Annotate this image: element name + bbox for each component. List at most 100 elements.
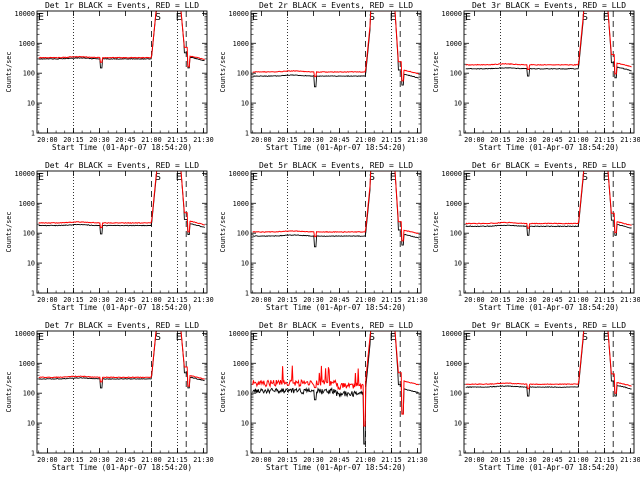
x-tick-label: 21:15 bbox=[381, 296, 401, 304]
marker-start: S bbox=[369, 172, 375, 183]
panel-det-9r: Det 9r BLACK = Events, RED = LLD Counts/s… bbox=[432, 321, 640, 472]
series-lld-line bbox=[465, 331, 632, 394]
x-tick-label: 21:30 bbox=[193, 296, 213, 304]
plot-frame bbox=[463, 170, 635, 294]
plot-frame bbox=[250, 330, 422, 454]
x-tick-label: 21:30 bbox=[620, 136, 640, 144]
y-tick-label: 100 bbox=[23, 230, 35, 238]
y-axis-label: Counts/sec bbox=[219, 372, 227, 413]
x-tick-label: 21:15 bbox=[167, 296, 187, 304]
panel-det-1r: Det 1r BLACK = Events, RED = LLD Counts/s… bbox=[5, 1, 214, 152]
panel-det-7r: Det 7r BLACK = Events, RED = LLD Counts/s… bbox=[5, 321, 214, 472]
x-tick-label: 20:45 bbox=[542, 136, 562, 144]
x-axis-label: Start Time (01-Apr-07 18:54:20) bbox=[479, 303, 619, 312]
x-axis-label: Start Time (01-Apr-07 18:54:20) bbox=[479, 143, 619, 152]
y-tick-label: 1000 bbox=[233, 200, 249, 208]
x-tick-label: 20:45 bbox=[115, 456, 135, 464]
panel-title: Det 1r BLACK = Events, RED = LLD bbox=[45, 1, 199, 10]
y-tick-label: 100 bbox=[23, 390, 35, 398]
panel-det-4r: Det 4r BLACK = Events, RED = LLD Counts/s… bbox=[5, 161, 214, 312]
plot-frame bbox=[250, 10, 422, 134]
plot-frame bbox=[36, 10, 208, 134]
series-lld-line bbox=[38, 171, 205, 233]
y-tick-label: 1 bbox=[31, 450, 35, 458]
panel-det-3r: Det 3r BLACK = Events, RED = LLD Counts/s… bbox=[432, 1, 640, 152]
y-axis-label: Counts/sec bbox=[432, 212, 440, 253]
y-tick-label: 10000 bbox=[442, 330, 462, 338]
x-tick-label: 20:15 bbox=[490, 296, 510, 304]
series-lld-line bbox=[252, 331, 419, 427]
x-tick-label: 20:45 bbox=[115, 136, 135, 144]
marker-start: S bbox=[369, 332, 375, 343]
panel-det-6r: Det 6r BLACK = Events, RED = LLD Counts/s… bbox=[432, 161, 640, 312]
marker-start: S bbox=[582, 332, 588, 343]
marker-end: E bbox=[390, 172, 396, 183]
y-tick-label: 1 bbox=[458, 290, 462, 298]
panel-title: Det 3r BLACK = Events, RED = LLD bbox=[472, 1, 626, 10]
y-tick-label: 100 bbox=[23, 70, 35, 78]
x-tick-label: 20:15 bbox=[63, 136, 83, 144]
x-tick-label: 20:30 bbox=[303, 296, 323, 304]
marker-start: S bbox=[582, 12, 588, 23]
x-tick-label: 21:00 bbox=[141, 296, 161, 304]
y-tick-label: 100 bbox=[450, 390, 462, 398]
x-tick-label: 21:15 bbox=[167, 136, 187, 144]
plot-frame bbox=[463, 10, 635, 134]
x-axis-label: Start Time (01-Apr-07 18:54:20) bbox=[52, 303, 192, 312]
panel-title: Det 8r BLACK = Events, RED = LLD bbox=[259, 321, 413, 330]
x-tick-label: 21:15 bbox=[381, 456, 401, 464]
x-axis-label: Start Time (01-Apr-07 18:54:20) bbox=[52, 463, 192, 472]
y-tick-label: 1 bbox=[245, 130, 249, 138]
x-tick-label: 21:30 bbox=[193, 456, 213, 464]
marker-end-left: E bbox=[252, 332, 258, 343]
x-axis-label: Start Time (01-Apr-07 18:54:20) bbox=[266, 463, 406, 472]
panel-title: Det 9r BLACK = Events, RED = LLD bbox=[472, 321, 626, 330]
y-tick-label: 10000 bbox=[15, 10, 35, 18]
x-tick-label: 21:00 bbox=[141, 456, 161, 464]
marker-end-left: E bbox=[465, 12, 471, 23]
panel-det-2r: Det 2r BLACK = Events, RED = LLD Counts/s… bbox=[219, 1, 428, 152]
x-tick-label: 20:30 bbox=[89, 456, 109, 464]
y-axis-label: Counts/sec bbox=[219, 212, 227, 253]
y-tick-label: 1000 bbox=[19, 40, 35, 48]
marker-end: E bbox=[603, 172, 609, 183]
y-tick-label: 1 bbox=[31, 130, 35, 138]
marker-end-left: E bbox=[38, 332, 44, 343]
y-tick-label: 1000 bbox=[446, 40, 462, 48]
y-tick-label: 100 bbox=[237, 390, 249, 398]
x-tick-label: 20:00 bbox=[464, 456, 484, 464]
x-tick-label: 20:30 bbox=[303, 136, 323, 144]
series-events-line bbox=[38, 171, 205, 236]
marker-end-left: E bbox=[465, 332, 471, 343]
y-tick-label: 1000 bbox=[233, 360, 249, 368]
marker-start: S bbox=[582, 172, 588, 183]
marker-end-left: E bbox=[38, 172, 44, 183]
x-tick-label: 21:30 bbox=[407, 456, 427, 464]
series-events-line bbox=[465, 331, 632, 397]
y-tick-label: 10 bbox=[241, 420, 249, 428]
panel-title: Det 6r BLACK = Events, RED = LLD bbox=[472, 161, 626, 170]
series-lld-line bbox=[38, 331, 205, 387]
x-tick-label: 20:15 bbox=[277, 456, 297, 464]
plot-frame bbox=[250, 170, 422, 294]
y-tick-label: 10000 bbox=[15, 170, 35, 178]
panel-det-5r: Det 5r BLACK = Events, RED = LLD Counts/s… bbox=[219, 161, 428, 312]
x-tick-label: 20:00 bbox=[251, 296, 271, 304]
x-axis-label: Start Time (01-Apr-07 18:54:20) bbox=[52, 143, 192, 152]
x-tick-label: 21:15 bbox=[594, 296, 614, 304]
marker-end: E bbox=[603, 332, 609, 343]
y-tick-label: 10 bbox=[454, 260, 462, 268]
x-tick-label: 20:30 bbox=[516, 136, 536, 144]
x-tick-label: 21:15 bbox=[167, 456, 187, 464]
series-events-line bbox=[252, 11, 419, 88]
y-tick-label: 1000 bbox=[19, 200, 35, 208]
y-tick-label: 10 bbox=[454, 420, 462, 428]
series-events-line bbox=[465, 171, 632, 236]
x-tick-label: 21:00 bbox=[141, 136, 161, 144]
marker-start: S bbox=[155, 12, 161, 23]
marker-end-left: E bbox=[465, 172, 471, 183]
x-tick-label: 21:30 bbox=[620, 296, 640, 304]
x-tick-label: 21:30 bbox=[407, 296, 427, 304]
x-tick-label: 21:15 bbox=[594, 456, 614, 464]
x-tick-label: 20:30 bbox=[89, 296, 109, 304]
